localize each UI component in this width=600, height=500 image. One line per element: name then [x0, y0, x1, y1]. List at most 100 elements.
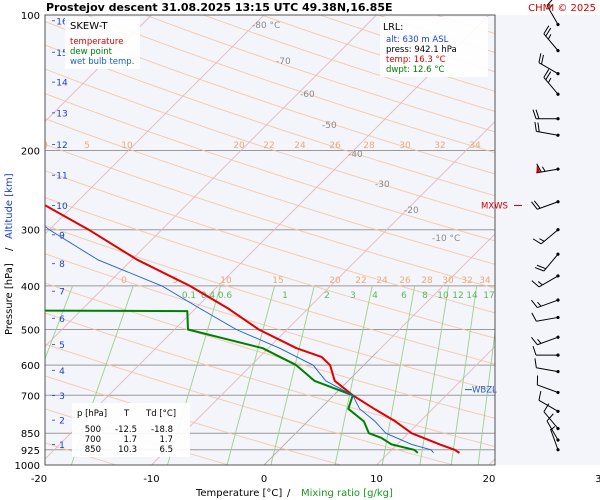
wind-barb [543, 403, 560, 431]
mxws-marker: MXWS [481, 201, 522, 211]
isotherm-label: -60 [300, 90, 315, 100]
altitude-tick-label: 14 [56, 79, 68, 89]
pressure-tick-label: 500 [21, 326, 40, 337]
x-axis-title: Temperature [°C] / Mixing ratio [g/kg] [195, 488, 393, 499]
wind-barb [550, 426, 560, 452]
adiabat-label: 20 [233, 141, 245, 151]
pressure-tick-label: 100 [21, 11, 40, 22]
series-wet-bulb-temp [45, 225, 434, 454]
x-axis-title-mix: Mixing ratio [g/kg] [301, 488, 393, 499]
lrl-altitude: alt: 630 m ASL [386, 35, 449, 45]
table-cell: 1.7 [123, 435, 137, 445]
altitude-tick-label: 5 [59, 341, 65, 351]
adiabat-label: 26 [399, 276, 411, 286]
wind-barb [532, 345, 560, 357]
pressure-tick-label: 700 [21, 391, 40, 402]
temperature-tick-label: -20 [31, 474, 47, 485]
altitude-tick-label: 13 [56, 109, 67, 119]
altitude-tick-label: 12 [56, 141, 67, 151]
adiabat-label: 28 [363, 141, 375, 151]
altitude-tick-label: 10 [56, 202, 68, 212]
lrl-box: LRL: alt: 630 m ASL press: 942.1 hPa tem… [380, 17, 488, 77]
credit-label: CHMI © 2025 [528, 3, 596, 14]
mixing-ratio-label: 0.1 [182, 291, 196, 301]
table-cell: -18.8 [151, 425, 173, 435]
wbzl-marker: WBZL [465, 386, 497, 396]
isotherm-label: -50 [322, 121, 337, 131]
y-axis-title-sep: / [4, 247, 15, 251]
isotherm-label: -70 [276, 57, 291, 67]
wind-barb [531, 298, 560, 309]
chart-title: Prostejov descent 31.08.2025 13:15 UTC 4… [46, 1, 393, 14]
table-cell: 6.5 [159, 445, 173, 455]
altitude-tick-label: 1 [59, 441, 65, 451]
mixing-ratio-line [450, 285, 478, 465]
adiabat-label: 34 [469, 141, 481, 151]
altitude-tick-label: 9 [59, 231, 65, 241]
table-cell: 1.7 [159, 435, 173, 445]
wind-barb [538, 53, 560, 76]
adiabat-label: 22 [355, 276, 366, 286]
dry-adiabat [45, 343, 454, 465]
table-cell: -12.5 [115, 425, 137, 435]
wind-barb [536, 163, 560, 174]
adiabat-label: 10 [121, 141, 133, 151]
legend-title: SKEW-T [70, 21, 108, 32]
temperature-tick-label: 20 [483, 474, 496, 485]
wind-barb [531, 200, 560, 210]
isotherm-label: -20 [404, 206, 419, 216]
temperature-tick-label: 0 [261, 474, 267, 485]
altitude-tick-label: 16 [56, 17, 68, 27]
table-header-t: T [123, 409, 130, 419]
altitude-tick-label: 6 [59, 315, 65, 325]
mixing-ratio-label: 8 [422, 291, 428, 301]
plot-area [45, 15, 495, 465]
dry-adiabat [45, 224, 495, 365]
mixing-ratio-line [381, 285, 416, 465]
lrl-title: LRL: [383, 22, 403, 33]
altitude-tick-label: 15 [56, 49, 67, 59]
table-header-td: Td [°C] [145, 409, 176, 419]
wind-barb [532, 109, 560, 121]
wind-barb [534, 121, 560, 137]
adiabat-label: 10 [220, 276, 232, 286]
mixing-ratio-label: 10 [437, 291, 449, 301]
mixing-ratio-label: 2 [324, 291, 330, 301]
temperature-tick-label: 30 [595, 474, 600, 485]
dry-adiabat [45, 375, 342, 465]
table-cell: 700 [85, 435, 101, 445]
adiabat-label: 22 [263, 141, 274, 151]
wind-barb [543, 25, 560, 53]
legend-wetbulb: wet bulb temp. [70, 57, 134, 67]
altitude-tick-label: 2 [59, 417, 65, 427]
adiabat-label: 28 [421, 276, 433, 286]
wind-barb [534, 252, 560, 272]
lrl-pressure: press: 942.1 hPa [386, 45, 457, 55]
wind-barbs [531, 0, 560, 452]
isotherm-line [45, 15, 377, 348]
temperature-tick-label: 10 [370, 474, 383, 485]
adiabat-label: 30 [399, 141, 411, 151]
pressure-tick-label: 1000 [15, 461, 40, 472]
pressure-tick-label: 850 [21, 429, 40, 440]
wind-barb [536, 375, 560, 395]
wind-barb [538, 390, 560, 413]
table-cell: 500 [85, 425, 101, 435]
adiabat-label: 15 [272, 276, 283, 286]
adiabat-label: 20 [329, 276, 341, 286]
wind-barb [534, 358, 560, 374]
altitude-tick-label: 4 [59, 367, 65, 377]
lrl-temperature: temp: 16.3 °C [386, 55, 446, 65]
dry-adiabat [45, 118, 495, 265]
altitude-tick-label: 11 [56, 172, 67, 182]
x-axis-title-sep: / [287, 488, 291, 499]
adiabat-label: 0 [121, 276, 127, 286]
legend-dewpoint: dew point [70, 47, 113, 57]
lrl-dewpoint: dwpt: 12.6 °C [386, 65, 445, 75]
series-dew-point [45, 309, 419, 454]
mixing-ratio-line [419, 285, 449, 465]
series-temperature [45, 204, 461, 454]
wind-barb [543, 69, 560, 96]
